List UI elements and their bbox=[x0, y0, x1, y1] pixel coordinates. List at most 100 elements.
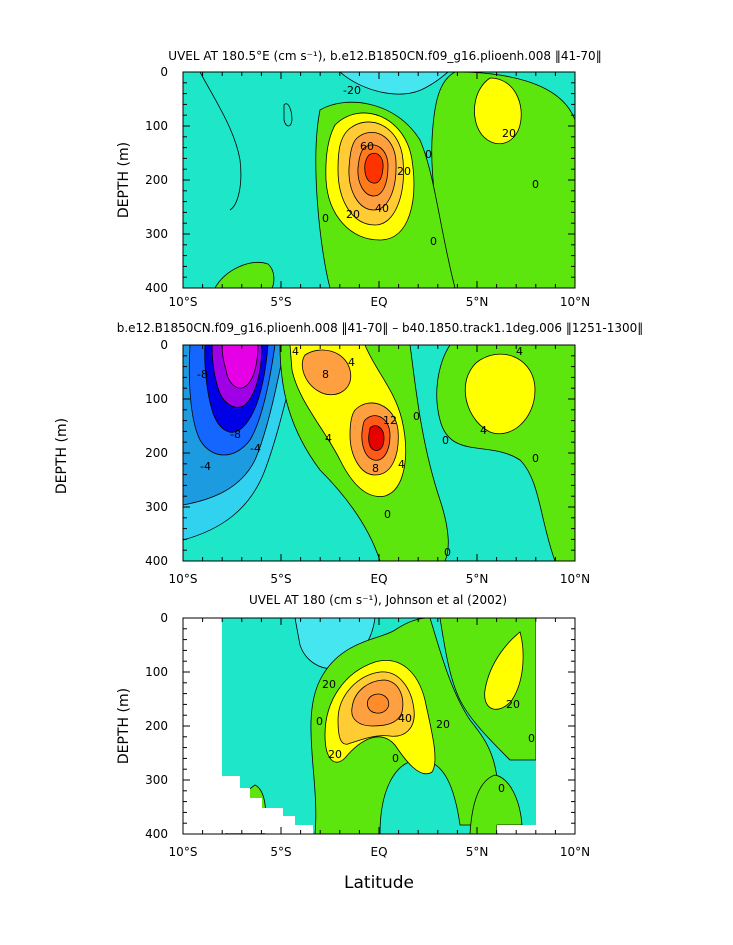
panel-3-ytick: 0 bbox=[160, 611, 168, 625]
panel-1-ytick: 300 bbox=[145, 227, 168, 241]
panel-1-tickmarks bbox=[182, 71, 576, 289]
panel-1-euc-60 bbox=[364, 152, 384, 184]
panel-1-clabel: 0 bbox=[322, 212, 329, 225]
panel-2-ytick: 100 bbox=[145, 392, 168, 406]
panel-3-xtick: 10°S bbox=[169, 845, 198, 859]
panel-3-clabel: 20 bbox=[506, 698, 520, 711]
panel-1-clabel: 20 bbox=[346, 208, 360, 221]
panel-2-xtick: 5°N bbox=[466, 572, 489, 586]
panel-2-clabel: 4 bbox=[292, 345, 299, 358]
panel-2-pos-16 bbox=[368, 425, 385, 451]
panel-2-x-ticks: 10°S 5°S EQ 5°N 10°N bbox=[169, 572, 591, 586]
panel-2-contours bbox=[183, 345, 575, 561]
panel-2-xtick: 10°S bbox=[169, 572, 198, 586]
panel-3: UVEL AT 180 (cm s⁻¹), Johnson et al (200… bbox=[116, 593, 590, 893]
panel-1-contours bbox=[183, 72, 575, 288]
panel-3-xtick: EQ bbox=[370, 845, 387, 859]
panel-2-title: b.e12.B1850CN.f09_g16.plioenh.008 ‖41-70… bbox=[117, 321, 644, 335]
panel-1-ytick: 200 bbox=[145, 173, 168, 187]
panel-2-clabel: 0 bbox=[384, 508, 391, 521]
panel-1-clabel: 0 bbox=[425, 148, 432, 161]
panel-1-clabel: 20 bbox=[397, 165, 411, 178]
panel-1-xtick: EQ bbox=[370, 295, 387, 309]
panel-3-xlabel: Latitude bbox=[344, 873, 414, 893]
panel-1-y-ticks: 0 100 200 300 400 bbox=[145, 65, 168, 295]
panel-3-euc-core bbox=[367, 693, 390, 714]
panel-3-clabel: 40 bbox=[398, 712, 412, 725]
panel-3-ytick: 100 bbox=[145, 665, 168, 679]
panel-3-clabel: 20 bbox=[322, 678, 336, 691]
panel-2-clabel: -8 bbox=[230, 428, 241, 441]
panel-3-ytick: 300 bbox=[145, 773, 168, 787]
panel-2-clabel: 0 bbox=[444, 546, 451, 559]
panel-3-xtick: 5°S bbox=[270, 845, 291, 859]
panel-3-pos-north-20 bbox=[484, 631, 524, 710]
panel-2-clabel: 0 bbox=[442, 434, 449, 447]
panel-3-clabel: 20 bbox=[328, 748, 342, 761]
panel-1-sw-pos bbox=[214, 262, 275, 288]
panel-2-ytick: 200 bbox=[145, 446, 168, 460]
panel-1-neg-region bbox=[339, 72, 449, 95]
panel-2-clabel: 4 bbox=[398, 458, 405, 471]
panel-3-xtick: 10°N bbox=[560, 845, 590, 859]
panel-3-clabel: 20 bbox=[436, 718, 450, 731]
panel-1-clabel: 40 bbox=[375, 202, 389, 215]
panel-1-x-ticks: 10°S 5°S EQ 5°N 10°N bbox=[169, 295, 591, 309]
panel-3-contour-labels: 0 20 40 20 20 20 0 0 0 bbox=[316, 678, 535, 795]
panel-2-clabel: -4 bbox=[250, 442, 261, 455]
panel-2-clabel: 8 bbox=[322, 368, 329, 381]
panel-2-clabel: 4 bbox=[516, 345, 523, 358]
panel-2-pos-8 bbox=[301, 349, 352, 396]
panel-1-xtick: 10°S bbox=[169, 295, 198, 309]
panel-1-clabel: 20 bbox=[502, 127, 516, 140]
panel-2-clabel: 12 bbox=[383, 414, 397, 427]
panel-1-ytick: 0 bbox=[160, 65, 168, 79]
panel-3-y-ticks: 0 100 200 300 400 bbox=[145, 611, 168, 841]
panel-2-ytick: 0 bbox=[160, 338, 168, 352]
panel-1-contour-line bbox=[199, 72, 242, 211]
panel-3-clabel: 0 bbox=[498, 782, 505, 795]
panel-3-ylabel: DEPTH (m) bbox=[116, 688, 132, 764]
panel-1-xtick: 5°N bbox=[466, 295, 489, 309]
panel-2-contour-labels: -8 -8 -4 -4 4 8 4 4 12 8 4 0 0 0 0 4 4 0 bbox=[197, 345, 539, 559]
panel-2-xtick: 5°S bbox=[270, 572, 291, 586]
panel-2: b.e12.B1850CN.f09_g16.plioenh.008 ‖41-70… bbox=[54, 321, 643, 586]
panel-1-ytick: 400 bbox=[145, 281, 168, 295]
panel-2-xtick: 10°N bbox=[560, 572, 590, 586]
panel-1-clabel: 60 bbox=[360, 140, 374, 153]
panel-2-clabel: -8 bbox=[197, 368, 208, 381]
panel-2-clabel: -4 bbox=[200, 460, 211, 473]
panel-3-ytick: 400 bbox=[145, 827, 168, 841]
panel-2-y-ticks: 0 100 200 300 400 bbox=[145, 338, 168, 568]
panel-2-xtick: EQ bbox=[370, 572, 387, 586]
panel-2-neg-24 bbox=[221, 345, 259, 389]
panel-1: UVEL AT 180.5°E (cm s⁻¹), b.e12.B1850CN.… bbox=[116, 49, 602, 309]
panel-3-clabel: 0 bbox=[316, 715, 323, 728]
panel-2-clabel: 4 bbox=[480, 424, 487, 437]
panel-2-ylabel: DEPTH (m) bbox=[54, 418, 70, 494]
panel-2-ytick: 400 bbox=[145, 554, 168, 568]
panel-2-tickmarks bbox=[182, 344, 576, 562]
panel-3-xtick: 5°N bbox=[466, 845, 489, 859]
panel-1-contour-labels: -20 20 60 40 20 0 0 0 20 0 bbox=[322, 84, 539, 248]
panel-3-deep-pos-east bbox=[469, 774, 523, 834]
panel-2-clabel: 0 bbox=[413, 410, 420, 423]
panel-1-title: UVEL AT 180.5°E (cm s⁻¹), b.e12.B1850CN.… bbox=[168, 49, 601, 63]
panel-3-tickmarks bbox=[182, 617, 576, 835]
panel-2-clabel: 4 bbox=[348, 356, 355, 369]
panel-3-title: UVEL AT 180 (cm s⁻¹), Johnson et al (200… bbox=[249, 593, 507, 607]
panel-3-x-ticks: 10°S 5°S EQ 5°N 10°N bbox=[169, 845, 591, 859]
panel-1-clabel: 0 bbox=[532, 178, 539, 191]
panel-2-clabel: 8 bbox=[372, 462, 379, 475]
panel-1-pos-lobe-north-20 bbox=[474, 77, 522, 145]
panel-3-clabel: 0 bbox=[528, 732, 535, 745]
panel-1-clabel: 0 bbox=[430, 235, 437, 248]
panel-3-missing-data-mask bbox=[184, 619, 574, 833]
panel-1-xtick: 5°S bbox=[270, 295, 291, 309]
panel-2-clabel: 0 bbox=[532, 452, 539, 465]
panel-3-clabel: 0 bbox=[392, 752, 399, 765]
panel-2-clabel: 4 bbox=[325, 432, 332, 445]
panel-1-xtick: 10°N bbox=[560, 295, 590, 309]
panel-2-ytick: 300 bbox=[145, 500, 168, 514]
